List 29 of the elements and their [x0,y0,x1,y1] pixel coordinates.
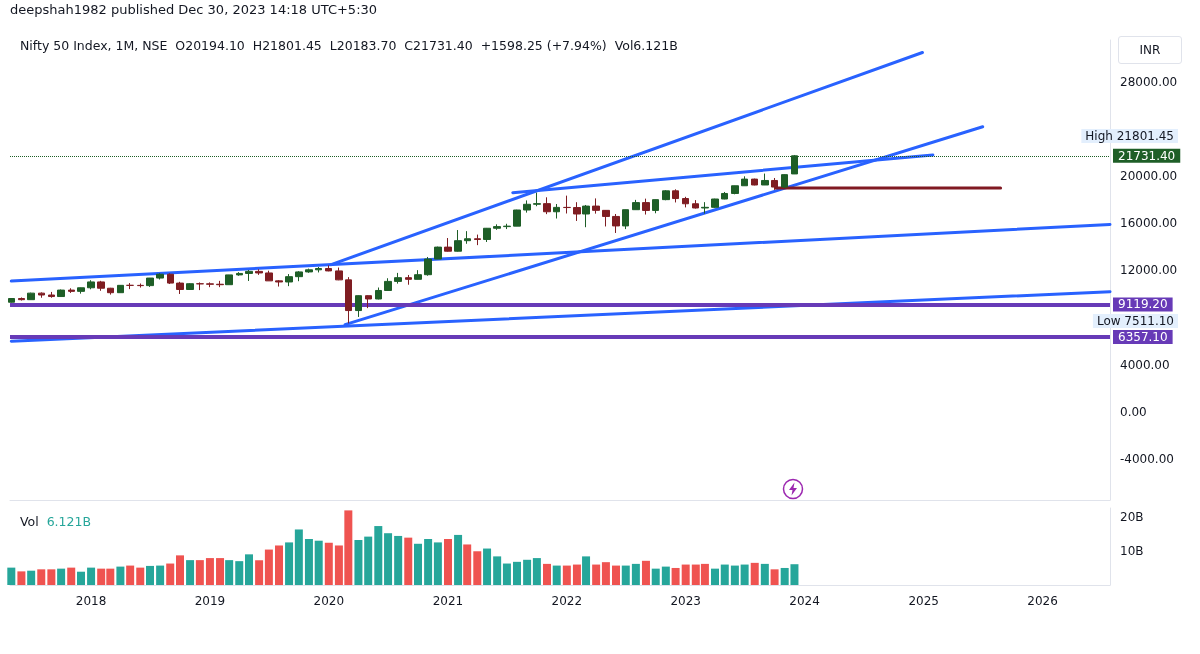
y-tick-label: 20B [1120,509,1144,524]
x-tick-label: 2026 [1027,594,1058,608]
ref-line-label: 9119.20 [1118,297,1168,312]
annotation: High 21801.45 [1085,129,1174,143]
y-tick-label: 0.00 [1120,404,1147,419]
x-tick-label: 2022 [551,594,583,608]
text: INR [1118,36,1182,64]
x-tick-label: 2024 [789,594,820,608]
y-tick-label: 28000.00 [1120,74,1178,89]
y-tick-label: 16000.00 [1120,216,1178,231]
text: Vol [20,514,39,529]
x-tick-label: 2019 [194,594,226,608]
y-tick-label: 12000.00 [1120,263,1178,278]
text: 6.121B [45,514,92,529]
y-tick-label: -4000.00 [1120,452,1174,466]
y-tick-label: 20000.00 [1120,169,1178,184]
x-tick-label: 2021 [432,594,464,608]
x-tick-label: 2018 [75,594,107,608]
ref-line-label: 6357.10 [1118,329,1168,344]
annotation: Low 7511.10 [1096,314,1174,328]
x-tick-label: 2023 [670,594,701,608]
y-tick-label: 10B [1120,543,1144,558]
chart-title: Nifty 50 Index, 1M, NSE [20,38,168,53]
chart-subtitle: O20194.10 H21801.45 L20183.70 C21731.40 +1598.25 (+7.94%) Vol6.121B [174,38,678,53]
x-tick-label: 2025 [908,594,940,608]
y-tick-label: 4000.00 [1120,357,1170,372]
ref-line-label: 21731.40 [1118,148,1176,163]
text: deepshah1982 published Dec 30, 2023 14:18 UTC+5:30 [10,2,378,17]
x-tick-label: 2020 [313,594,345,608]
